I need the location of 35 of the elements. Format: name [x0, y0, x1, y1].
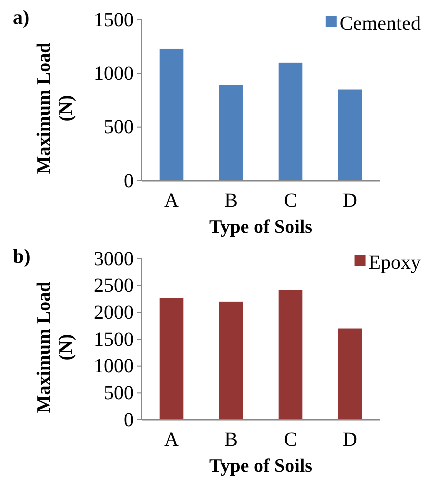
y-tick-label: 1500: [94, 328, 134, 351]
chart-title: b): [13, 246, 31, 268]
bar: [338, 90, 362, 181]
x-tick-label: A: [164, 429, 180, 452]
y-tick-label: 3000: [94, 248, 134, 270]
x-axis-title: Type of Soils: [209, 456, 313, 477]
y-axis-title: Maximum Load (N): [34, 281, 77, 414]
legend-label: Cemented: [340, 13, 421, 35]
bar: [338, 328, 362, 420]
bar: [160, 298, 184, 420]
y-tick-label: 500: [104, 382, 134, 405]
bar: [278, 290, 303, 420]
x-tick-label: C: [284, 190, 298, 212]
y-tick-label: 0: [124, 170, 134, 192]
y-tick-label: 1000: [94, 356, 134, 378]
chart-title: a): [13, 7, 30, 29]
bar: [219, 302, 244, 420]
y-tick-label: 0: [124, 409, 134, 432]
x-axis-title: Type of Soils: [209, 217, 313, 238]
y-tick-label: 2000: [94, 302, 134, 324]
legend-label: Epoxy: [368, 252, 421, 274]
x-tick-label: C: [284, 429, 298, 452]
x-tick-label: B: [224, 429, 238, 452]
y-tick-label: 1500: [94, 9, 134, 32]
bar: [160, 48, 184, 181]
y-axis-title: Maximum Load (N): [34, 42, 77, 174]
x-tick-label: D: [343, 190, 358, 212]
bar: [278, 62, 303, 181]
y-tick-label: 1000: [94, 63, 134, 86]
bar: [219, 85, 244, 181]
y-tick-label: 500: [104, 116, 134, 139]
x-tick-label: B: [224, 190, 238, 212]
x-tick-label: A: [164, 190, 180, 212]
y-tick-label: 2500: [94, 275, 134, 298]
x-tick-label: D: [343, 429, 358, 452]
